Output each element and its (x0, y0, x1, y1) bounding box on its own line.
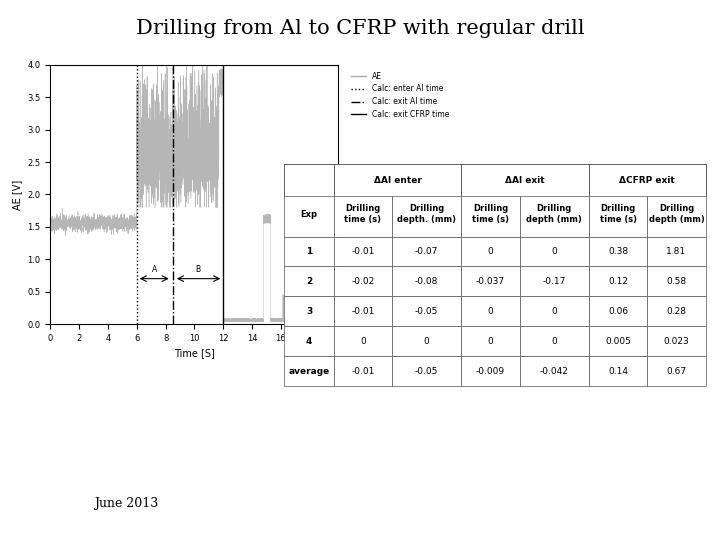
Text: ΔAl exit: ΔAl exit (505, 176, 545, 185)
Text: Drilling from Al to CFRP with regular drill: Drilling from Al to CFRP with regular dr… (135, 19, 585, 38)
Text: ΔCFRP exit: ΔCFRP exit (619, 176, 675, 185)
Text: June 2013: June 2013 (94, 497, 158, 510)
X-axis label: Time [S]: Time [S] (174, 348, 215, 358)
Legend: AE, Calc: enter Al time, Calc: exit Al time, Calc: exit CFRP time: AE, Calc: enter Al time, Calc: exit Al t… (348, 69, 453, 122)
FancyBboxPatch shape (284, 165, 333, 195)
FancyBboxPatch shape (333, 165, 462, 195)
Y-axis label: AE [V]: AE [V] (12, 179, 22, 210)
FancyBboxPatch shape (462, 165, 589, 195)
Text: B: B (195, 265, 201, 274)
Text: ΔAl enter: ΔAl enter (374, 176, 421, 185)
FancyBboxPatch shape (589, 165, 706, 195)
Text: A: A (152, 265, 158, 274)
